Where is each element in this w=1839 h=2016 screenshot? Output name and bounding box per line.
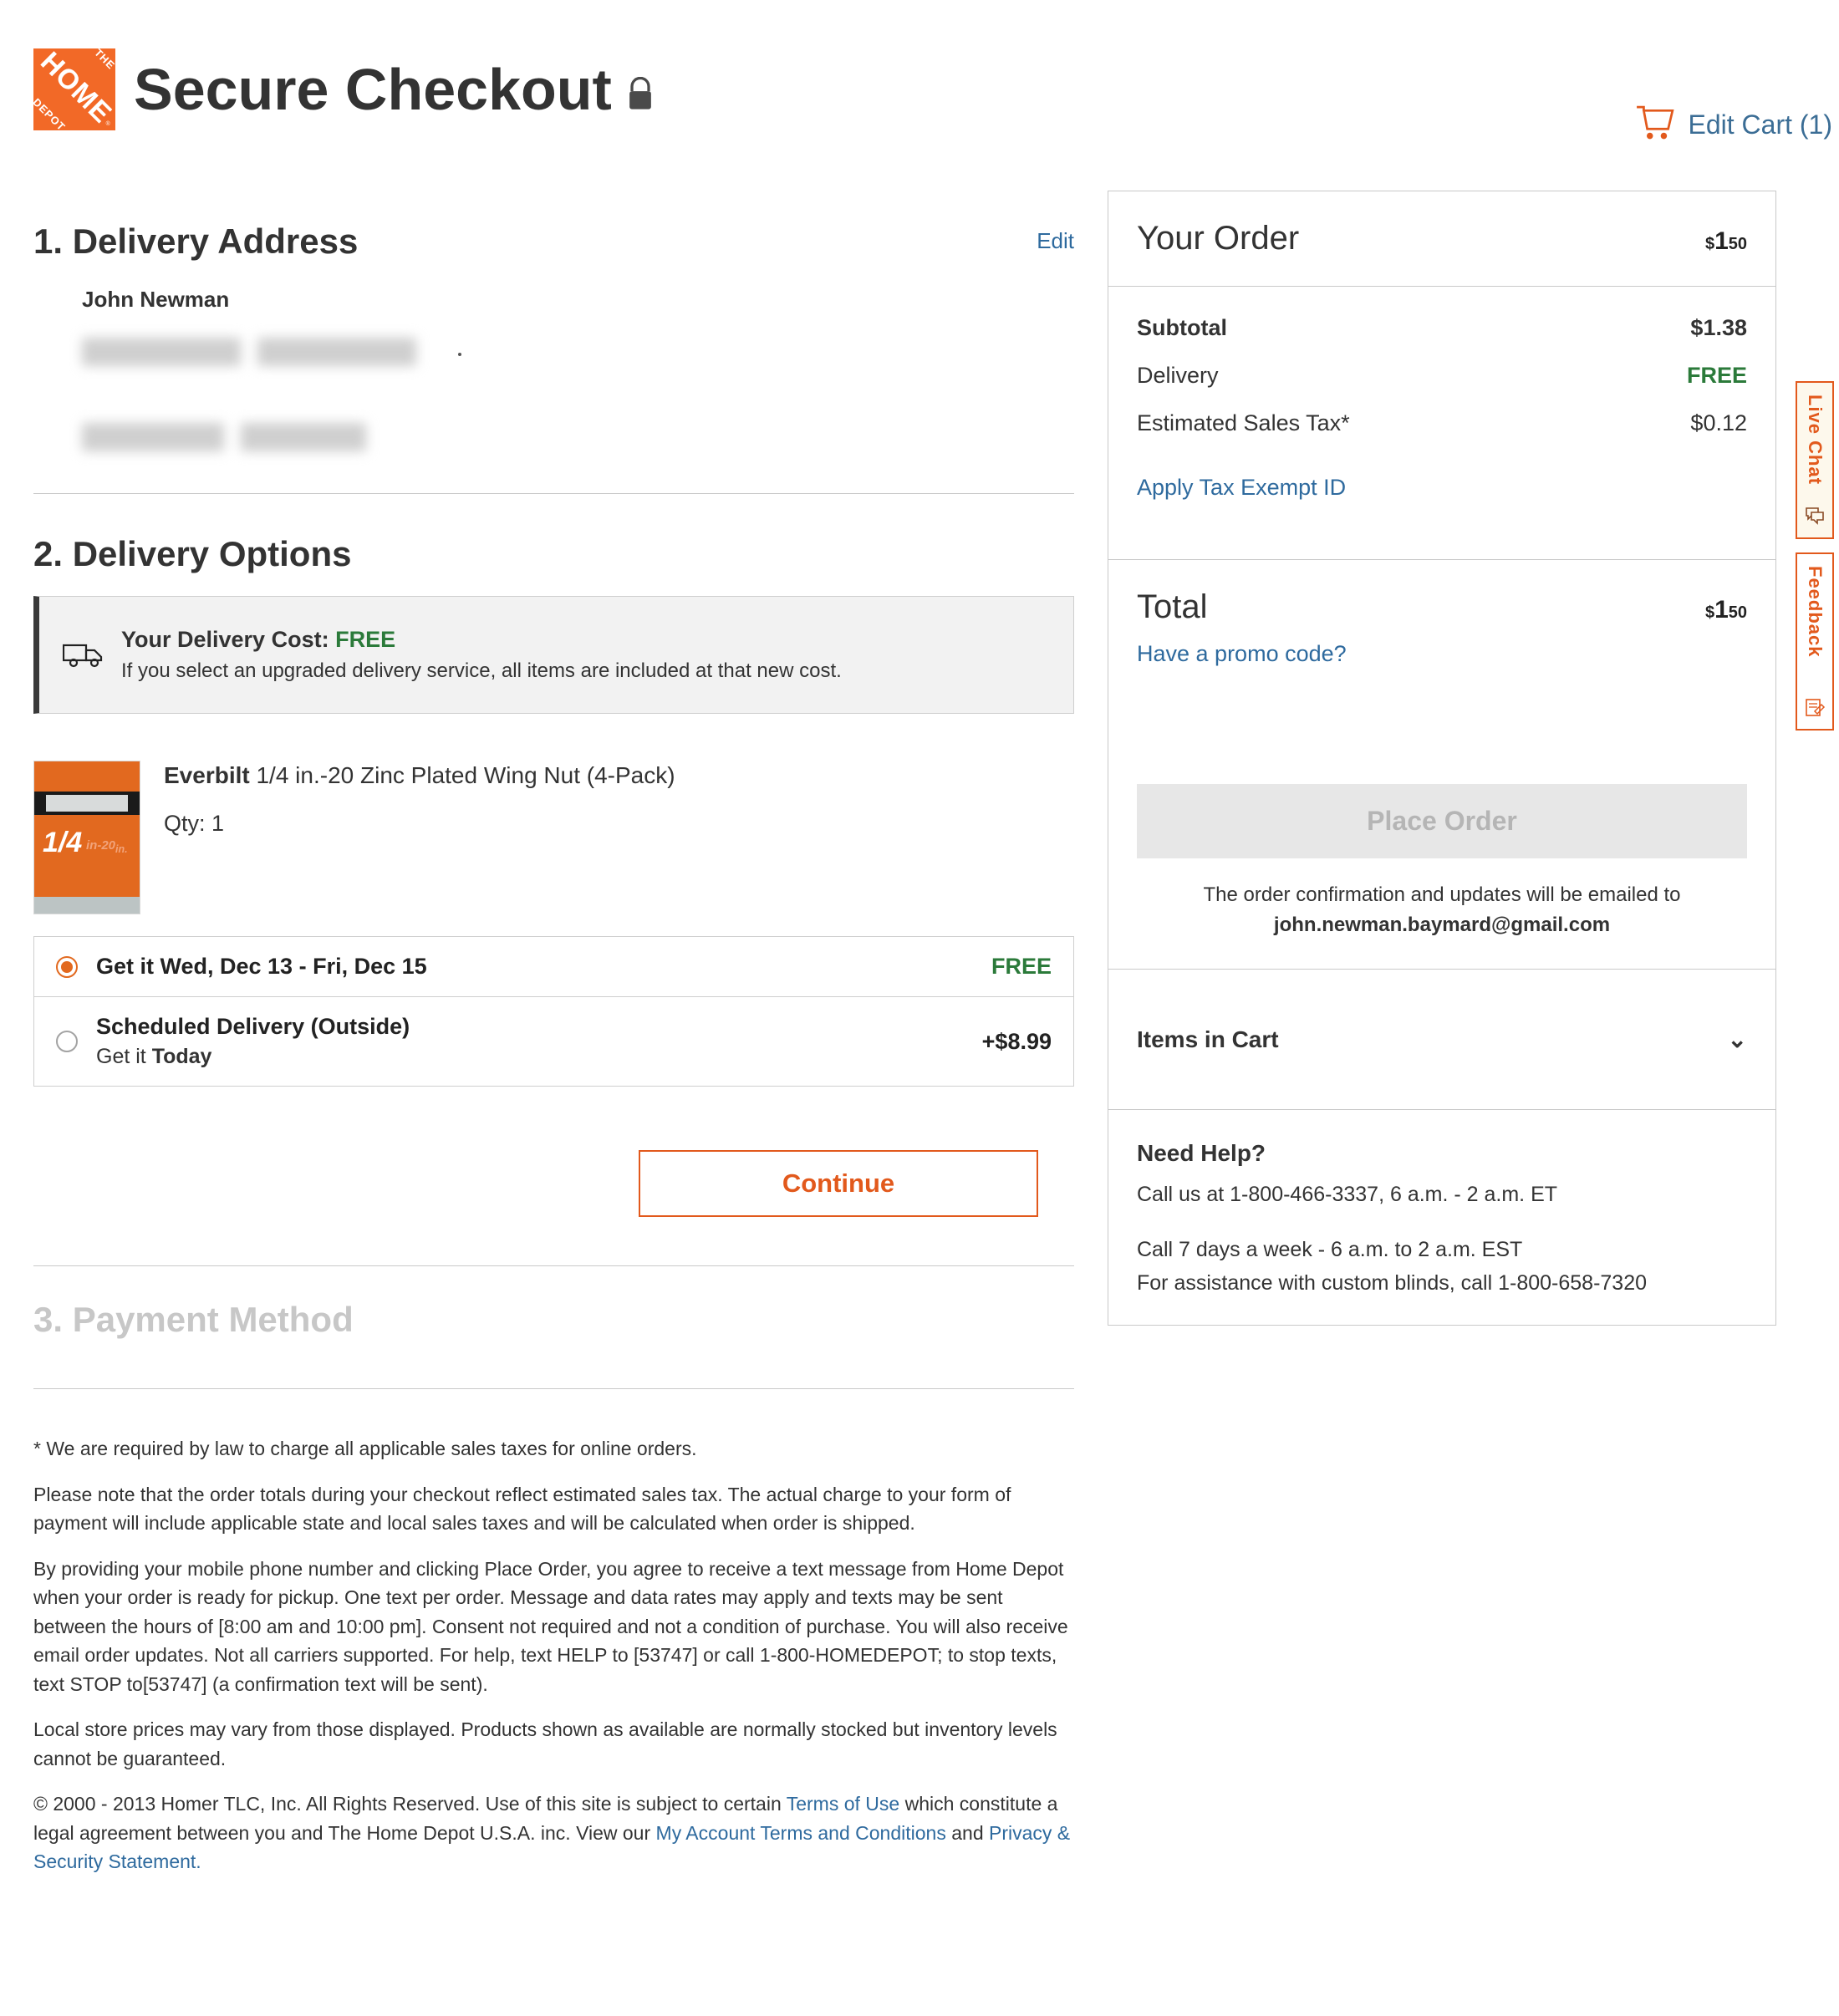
svg-text:®: ® xyxy=(106,120,110,127)
